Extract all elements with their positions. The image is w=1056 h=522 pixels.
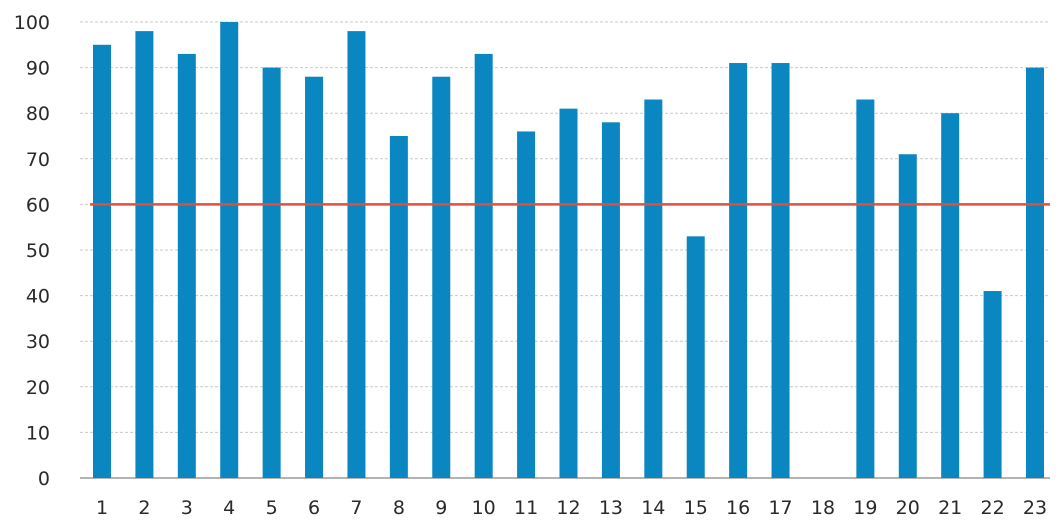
bar-1 [93, 44, 111, 479]
x-tick-label: 12 [556, 497, 580, 519]
x-tick-label: 19 [853, 497, 877, 519]
x-tick-label: 17 [768, 497, 792, 519]
bar-20 [898, 154, 917, 479]
x-tick-label: 7 [350, 497, 362, 519]
x-tick-label: 15 [684, 497, 708, 519]
y-tick-label: 80 [26, 103, 50, 125]
x-tick-label: 4 [223, 497, 235, 519]
bar-22 [983, 291, 1002, 478]
x-tick-label: 11 [514, 497, 538, 519]
x-tick-label: 16 [726, 497, 750, 519]
bar-6 [305, 76, 324, 478]
y-tick-label: 60 [26, 194, 50, 216]
y-tick-label: 0 [38, 468, 50, 490]
bar-10 [474, 53, 493, 479]
bar-3 [177, 53, 196, 479]
y-tick-label: 30 [26, 331, 50, 353]
bar-21 [941, 113, 960, 478]
bars [93, 22, 1044, 479]
bar-19 [856, 99, 875, 479]
bar-16 [729, 63, 748, 478]
bar-15 [686, 236, 705, 478]
x-tick-label: 6 [308, 497, 320, 519]
bar-14 [644, 99, 663, 479]
bar-23 [1026, 67, 1044, 478]
x-tick-label: 20 [896, 497, 920, 519]
bar-17 [771, 63, 790, 478]
bar-9 [432, 76, 451, 478]
x-tick-label: 10 [472, 497, 496, 519]
x-tick-label: 18 [811, 497, 835, 519]
bar-11 [517, 131, 536, 478]
x-tick-label: 9 [435, 497, 447, 519]
x-tick-label: 23 [1023, 497, 1047, 519]
y-tick-label: 20 [26, 377, 50, 399]
bar-4 [220, 22, 239, 478]
x-tick-label: 3 [181, 497, 193, 519]
bar-8 [389, 136, 408, 478]
bar-5 [262, 67, 281, 478]
bar-7 [347, 31, 366, 479]
y-tick-label: 40 [26, 286, 50, 308]
x-tick-label: 8 [393, 497, 405, 519]
y-axis-tick-labels: 0 10 20 30 40 50 60 70 80 90 100 [14, 12, 50, 490]
x-tick-label: 22 [980, 497, 1004, 519]
x-tick-label: 14 [641, 497, 665, 519]
y-tick-label: 10 [26, 422, 50, 444]
x-tick-label: 5 [266, 497, 278, 519]
bar-12 [559, 108, 578, 478]
x-tick-label: 1 [96, 497, 108, 519]
x-tick-label: 13 [599, 497, 623, 519]
y-tick-label: 50 [26, 240, 50, 262]
y-tick-label: 90 [26, 58, 50, 80]
y-tick-label: 100 [14, 12, 50, 34]
x-axis-tick-labels: 1 2 3 4 5 6 7 8 9 10 11 12 13 14 15 16 17 18 19 20 21 22 23 [96, 497, 1047, 519]
bar-13 [601, 122, 620, 478]
y-tick-label: 70 [26, 149, 50, 171]
x-tick-label: 21 [938, 497, 962, 519]
x-tick-label: 2 [138, 497, 150, 519]
bar-2 [135, 31, 154, 479]
